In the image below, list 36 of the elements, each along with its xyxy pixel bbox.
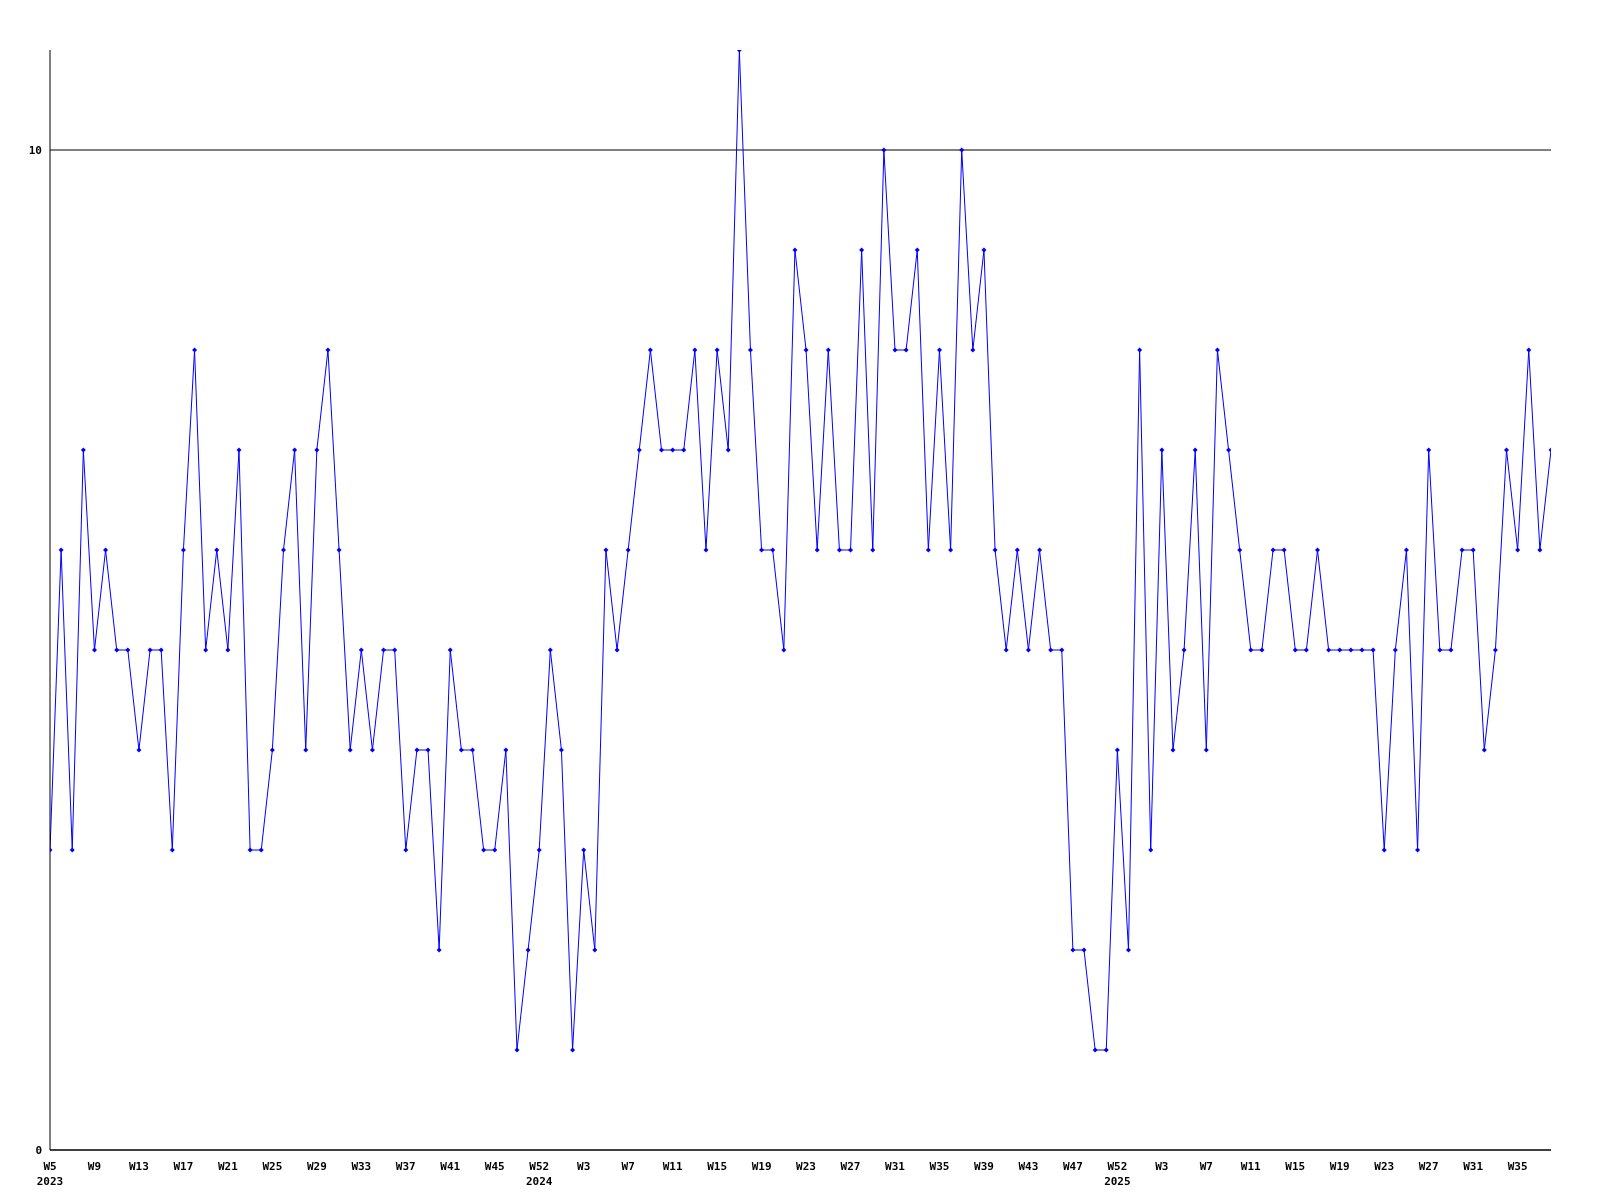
x-tick-label: W21 (217, 1160, 239, 1173)
x-tick-label: W19 (1329, 1160, 1350, 1173)
x-tick-label: W43 (1018, 1160, 1039, 1173)
x-tick-label: W37 (395, 1160, 416, 1173)
x-tick-label: W11 (1240, 1160, 1262, 1173)
x-tick-label: W47 (1062, 1160, 1083, 1173)
x-tick-label: W29 (306, 1160, 327, 1173)
x-tick-label: W33 (351, 1160, 372, 1173)
x-tick-label: W3 (577, 1160, 591, 1173)
x-tick-label: W9 (87, 1160, 102, 1173)
x-tick-label: W15 (707, 1160, 728, 1173)
x-tick-label: W52 2024 (525, 1160, 553, 1188)
x-tick-label: W15 (1285, 1160, 1306, 1173)
x-tick-label: W7 (1199, 1160, 1213, 1173)
x-tick-label: W39 (974, 1160, 994, 1173)
x-tick-label: W19 (751, 1160, 772, 1173)
x-tick-label: W27 (840, 1160, 861, 1173)
x-tick-label: W17 (173, 1160, 194, 1173)
x-tick-label: W23 (796, 1160, 816, 1173)
x-tick-label: W3 (1155, 1160, 1169, 1173)
x-tick-label: W31 (1463, 1160, 1484, 1173)
x-tick-label: W13 (129, 1160, 149, 1173)
x-tick-label: W7 (621, 1160, 635, 1173)
y-tick-label: 10 (28, 143, 42, 157)
x-tick-label: W11 (662, 1160, 683, 1173)
x-tick-label: W52 2025 (1104, 1160, 1131, 1188)
x-tick-label: W35 (1507, 1160, 1528, 1173)
x-tick-label: W5 2023 (36, 1160, 64, 1188)
x-tick-label: W23 (1374, 1160, 1395, 1173)
x-tick-label: W31 (885, 1160, 906, 1173)
x-tick-label: W27 (1418, 1160, 1439, 1173)
y-tick-label: 0 (35, 1143, 42, 1157)
x-tick-label: W25 (262, 1160, 283, 1173)
x-tick-label: W45 (484, 1160, 505, 1173)
x-tick-label: W41 (440, 1160, 461, 1173)
x-tick-label: W35 (929, 1160, 950, 1173)
